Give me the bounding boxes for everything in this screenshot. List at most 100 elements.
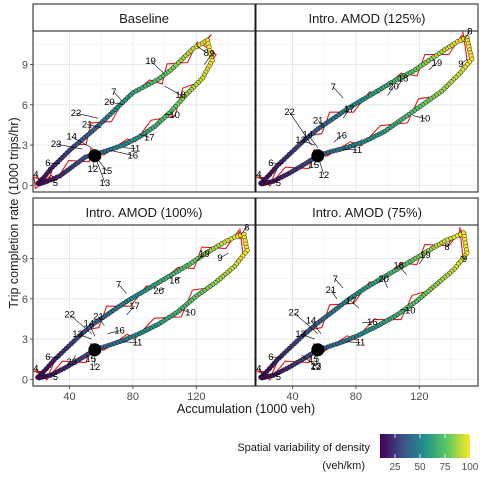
x-axis-title: Accumulation (1000 veh): [177, 402, 315, 416]
annotation-leader: [460, 58, 468, 65]
annotation-leader: [300, 139, 315, 146]
annotation-leader: [343, 148, 358, 151]
annotation-leader: [258, 368, 265, 376]
annotation-leader: [313, 349, 319, 359]
annotation-leader: [463, 31, 470, 41]
annotation-leader: [56, 143, 83, 150]
y-tick-label: 6: [22, 294, 28, 306]
annotation-leader: [71, 136, 92, 148]
annotation-label: 19: [199, 249, 210, 260]
annotation-label: 17: [144, 132, 155, 143]
annotation-leader: [346, 341, 361, 344]
annotation-label: 11: [355, 338, 365, 349]
annotation-label: 17: [346, 296, 357, 307]
annotation-label: 12: [319, 170, 330, 181]
annotation-label: 7: [331, 82, 336, 93]
annotation-leader: [315, 349, 319, 367]
annotation-label: 16: [127, 150, 138, 161]
y-tick-label: 6: [22, 100, 28, 112]
data-point: [259, 181, 265, 187]
annotation-leader: [313, 155, 319, 165]
annotation-leader: [301, 354, 317, 367]
annotation-label: 12: [311, 362, 322, 373]
annotation-label: 18: [393, 261, 404, 272]
annotation-label: 18: [175, 90, 186, 101]
annotation-label: 21: [82, 120, 93, 131]
panel-title: Baseline: [119, 11, 169, 26]
annotation-leader: [333, 135, 342, 143]
annotation-leader: [123, 341, 138, 344]
annotation-leader: [164, 113, 175, 116]
annotation-label: 9: [462, 254, 467, 265]
annotation-label: 22: [71, 108, 82, 119]
annotation-label: 7: [333, 274, 338, 285]
y-tick-label: 3: [22, 334, 28, 346]
panel-strip: [255, 3, 479, 32]
panel-border: [32, 30, 256, 193]
annotation-leader: [35, 174, 42, 182]
annotation-label: 11: [130, 144, 140, 155]
data-point: [36, 181, 42, 187]
annotation-leader: [107, 330, 120, 334]
annotation-label: 4: [33, 363, 38, 374]
annotation-label: 8: [244, 222, 249, 233]
annotation-label: 20: [104, 97, 115, 108]
annotation-leader: [446, 239, 452, 247]
annotation-label: 22: [64, 310, 75, 321]
panel-strip: [32, 3, 256, 32]
annotation-leader: [342, 109, 350, 119]
annotation-label: 14: [66, 132, 77, 143]
annotation-label: 10: [405, 306, 416, 317]
annotation-label: 15: [309, 354, 320, 365]
annotation-leader: [75, 112, 99, 119]
panel-border: [255, 224, 479, 387]
annotation-leader: [219, 252, 229, 259]
annotation-label: 11: [132, 338, 142, 349]
annotation-label: 6: [268, 352, 273, 363]
annotation-label: 6: [268, 158, 273, 169]
annotation-leader: [300, 333, 315, 340]
annotation-label: 20: [378, 274, 389, 285]
annotation-label: 14: [84, 318, 95, 329]
annotation-leader: [317, 155, 325, 175]
annotation-leader: [158, 287, 165, 292]
annotation-leader: [334, 278, 344, 289]
plot-background: [33, 31, 255, 192]
x-tick-label: 80: [127, 391, 139, 403]
annotation-label: 16: [367, 317, 378, 328]
annotation-leader: [240, 227, 247, 235]
annotation-label: 9: [217, 253, 222, 264]
annotation-leader: [113, 91, 123, 101]
annotation-label: 16: [114, 326, 125, 337]
annotation-label: 16: [336, 130, 347, 141]
annotation-leader: [196, 253, 205, 262]
annotation-label: 4: [33, 169, 38, 180]
annotation-label: 12: [90, 362, 101, 373]
data-point: [259, 375, 265, 381]
annotation-label: 19: [420, 250, 431, 261]
annotation-label: 4: [256, 363, 261, 374]
annotation-label: 6: [45, 352, 50, 363]
annotation-label: 7: [116, 279, 121, 290]
legend-colorbar: [380, 434, 470, 458]
x-tick-label: 40: [286, 391, 298, 403]
annotation-leader: [47, 356, 60, 359]
annotation-leader: [258, 174, 265, 182]
annotation-label: 13: [100, 178, 111, 189]
annotation-leader: [150, 60, 165, 75]
annotation-leader: [174, 277, 181, 281]
annotation-leader: [332, 86, 344, 99]
annotation-leader: [35, 368, 42, 376]
annotation-label: 14: [306, 316, 317, 327]
annotation-leader: [87, 124, 102, 128]
annotation-leader: [50, 179, 56, 184]
annotation-label: 13: [72, 329, 83, 340]
annotation-label: 23: [311, 361, 322, 372]
annotation-leader: [94, 155, 108, 171]
legend-tick-label: 100: [462, 462, 479, 473]
annotation-leader: [90, 349, 96, 359]
annotation-leader: [139, 134, 150, 138]
annotation-label: 9: [458, 59, 463, 70]
x-tick-label: 80: [350, 391, 362, 403]
